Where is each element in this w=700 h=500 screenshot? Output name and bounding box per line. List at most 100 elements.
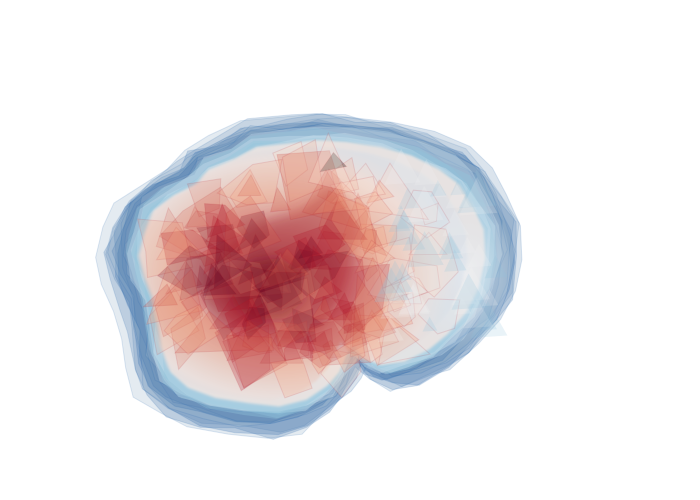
facet-glint [395, 265, 426, 295]
facet [203, 203, 246, 239]
facet [342, 302, 366, 335]
facet-glint [433, 184, 447, 198]
facet-glint [470, 301, 508, 338]
facet-glint [450, 179, 466, 196]
facet [209, 270, 264, 313]
isosurface-facets [136, 131, 508, 399]
facet [342, 330, 383, 364]
facet [276, 310, 316, 353]
facet [155, 226, 206, 261]
facet [281, 267, 316, 312]
facet [163, 303, 220, 355]
facet [183, 210, 219, 234]
facet [367, 257, 441, 303]
facet [260, 252, 293, 296]
facet [237, 233, 277, 286]
facet [180, 288, 208, 321]
facet [340, 191, 388, 257]
facet [149, 287, 200, 356]
facet [213, 233, 253, 290]
facet-glint [407, 231, 444, 268]
facet [311, 275, 343, 306]
facet [173, 310, 255, 354]
facet-glint [422, 316, 438, 332]
facet-glint [481, 314, 497, 331]
facet [307, 131, 357, 194]
facet-glint [378, 316, 404, 343]
facet [235, 217, 268, 253]
facet [307, 330, 332, 355]
facet [156, 245, 224, 297]
facet [330, 194, 376, 263]
facet [287, 248, 314, 278]
facet [359, 227, 378, 255]
facet [270, 357, 313, 399]
facet [158, 186, 249, 254]
facet-glint [380, 286, 413, 319]
facet [400, 189, 451, 239]
facet [226, 314, 273, 362]
facet [330, 156, 360, 195]
facet [290, 250, 350, 298]
facet [328, 263, 391, 333]
facet-glint [459, 177, 498, 216]
facet [199, 264, 254, 342]
facet [208, 294, 252, 330]
facet [244, 254, 303, 323]
facet [258, 247, 310, 292]
facet [359, 225, 389, 255]
facet [291, 307, 326, 335]
facet [155, 206, 202, 261]
facet [337, 323, 368, 346]
facet [354, 239, 396, 274]
facet [390, 255, 423, 305]
facet [142, 283, 179, 308]
facet [333, 336, 366, 374]
facet-glint [402, 227, 426, 251]
facet [145, 265, 204, 326]
facet [327, 291, 357, 321]
facet [359, 309, 385, 335]
facet-glint [388, 216, 418, 246]
facet [329, 162, 387, 204]
facet-glint [397, 187, 420, 210]
facet [419, 202, 439, 226]
facet [260, 261, 291, 294]
facet-glint [442, 209, 469, 237]
facet-glint [455, 266, 490, 302]
facet-glint [484, 255, 508, 279]
facet [258, 277, 316, 333]
facet-glint [398, 284, 430, 316]
facet [386, 291, 416, 328]
facet [214, 301, 287, 392]
facet-glint [379, 260, 413, 295]
facet [329, 175, 379, 224]
facet-glint [451, 280, 477, 306]
facet [224, 297, 264, 339]
facet [203, 250, 265, 301]
facet [236, 210, 271, 250]
facet [204, 217, 226, 243]
facet [272, 321, 307, 350]
facet [186, 178, 222, 218]
facet [229, 258, 271, 295]
facet [300, 264, 335, 300]
facet [297, 235, 324, 260]
facet [348, 223, 398, 265]
facet [370, 295, 414, 332]
facet [281, 307, 317, 344]
facet [301, 168, 362, 231]
facet [170, 305, 206, 371]
facet [341, 256, 407, 328]
facet [349, 296, 400, 358]
facet [316, 198, 369, 241]
facet [154, 267, 204, 338]
facet [195, 264, 215, 289]
facet-glint [388, 205, 416, 233]
facet-glint [457, 194, 477, 214]
facet-glint [407, 185, 444, 223]
facet [407, 231, 448, 256]
facet-glint [374, 267, 410, 303]
